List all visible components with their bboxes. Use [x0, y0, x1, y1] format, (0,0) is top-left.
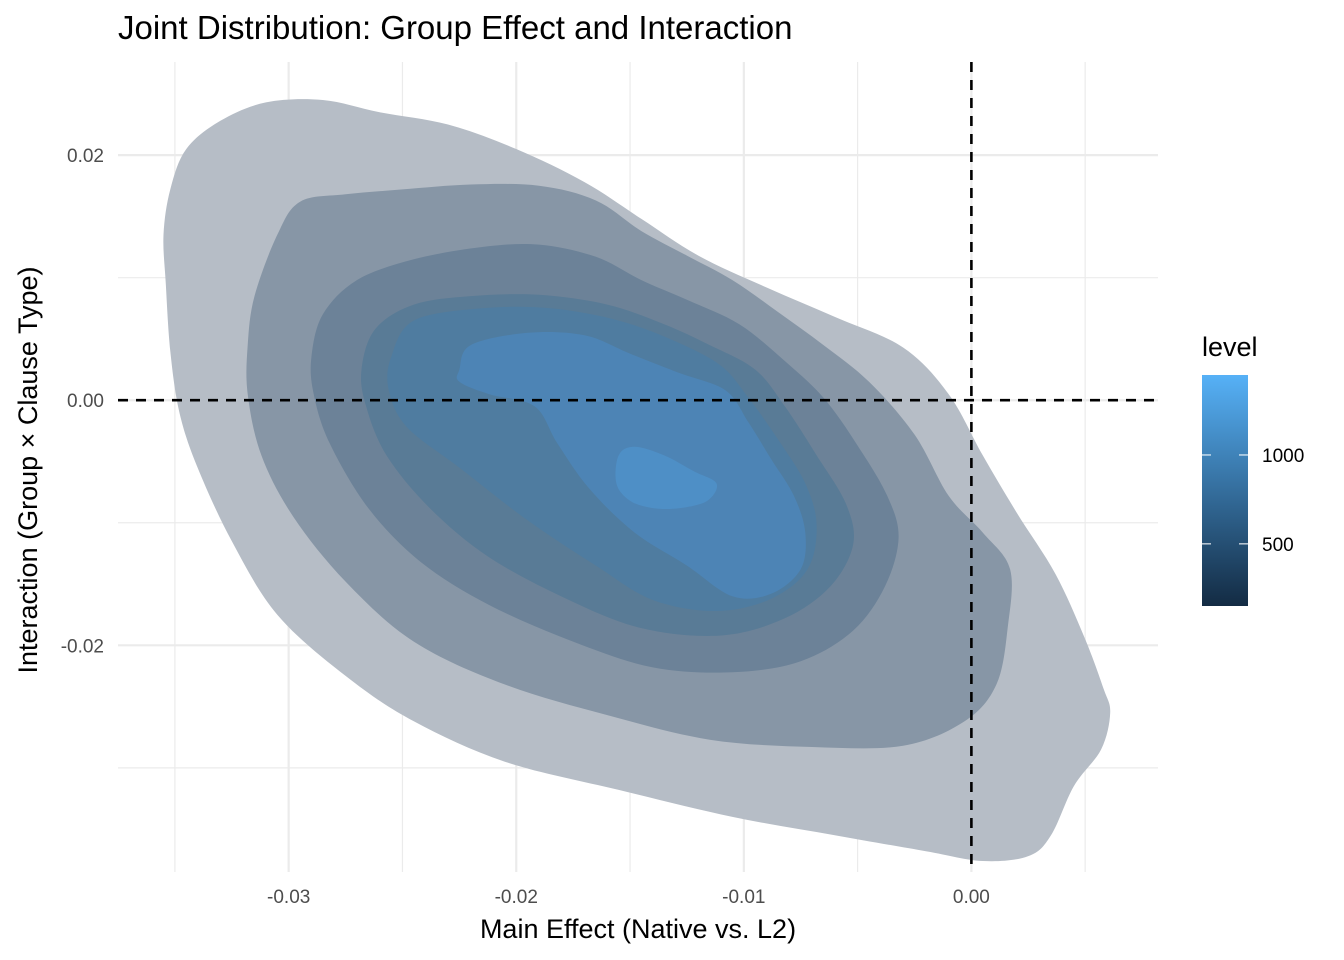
x-axis-ticks: -0.03 -0.02 -0.01 0.00: [267, 887, 990, 908]
y-tick-label: -0.02: [61, 636, 104, 657]
color-legend: level 500 1000: [1202, 332, 1304, 606]
colorbar-tick-label: 500: [1262, 535, 1294, 556]
chart-title: Joint Distribution: Group Effect and Int…: [118, 9, 792, 46]
reference-lines: [118, 62, 1158, 872]
x-tick-label: -0.02: [495, 887, 538, 908]
y-tick-label: 0.00: [67, 391, 104, 412]
x-axis-title: Main Effect (Native vs. L2): [480, 914, 796, 944]
colorbar-ticks: 500 1000: [1202, 446, 1304, 556]
colorbar-tick-label: 1000: [1262, 446, 1304, 467]
x-tick-label: 0.00: [953, 887, 990, 908]
y-axis-ticks: 0.02 0.00 -0.02: [61, 146, 104, 657]
y-tick-label: 0.02: [67, 146, 104, 167]
x-tick-label: -0.01: [722, 887, 765, 908]
x-tick-label: -0.03: [267, 887, 310, 908]
colorbar: [1202, 375, 1248, 606]
density-contours: [163, 99, 1111, 862]
y-axis-title: Interaction (Group × Clause Type): [13, 267, 43, 674]
contour-level-1350: [615, 446, 718, 509]
legend-title: level: [1202, 332, 1258, 362]
